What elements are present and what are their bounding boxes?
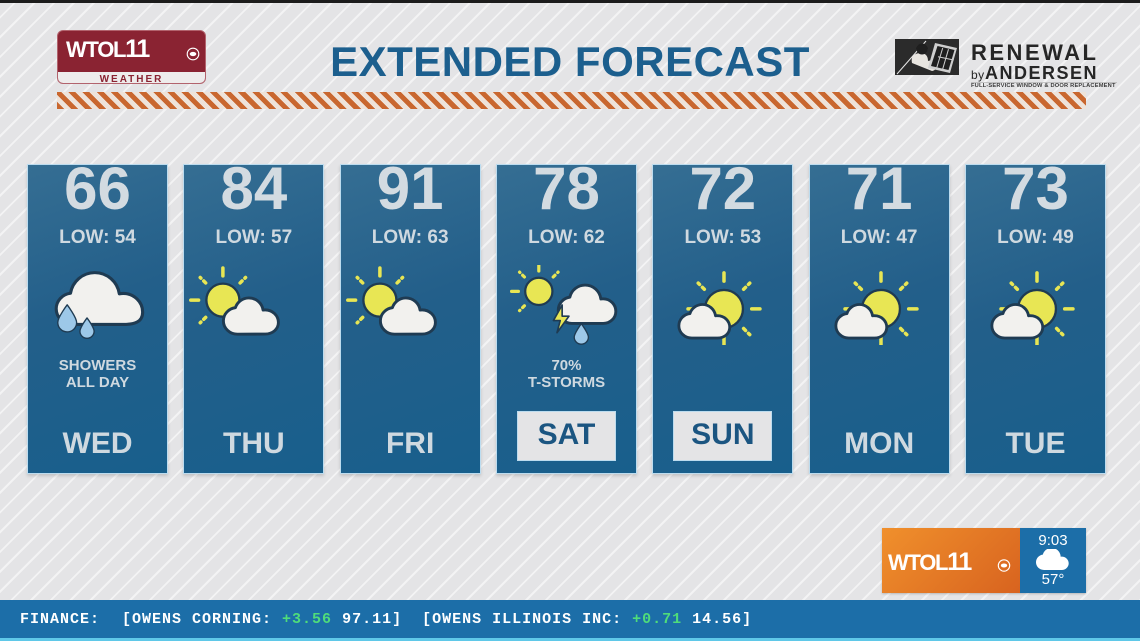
- svg-text:WTOL11: WTOL11: [888, 548, 972, 576]
- svg-text:RENEWAL: RENEWAL: [971, 40, 1099, 65]
- svg-text:by: by: [971, 68, 985, 82]
- svg-text:FULL-SERVICE WINDOW & DOOR REP: FULL-SERVICE WINDOW & DOOR REPLACEMENT: [971, 83, 1116, 89]
- svg-text:ANDERSEN: ANDERSEN: [985, 63, 1098, 83]
